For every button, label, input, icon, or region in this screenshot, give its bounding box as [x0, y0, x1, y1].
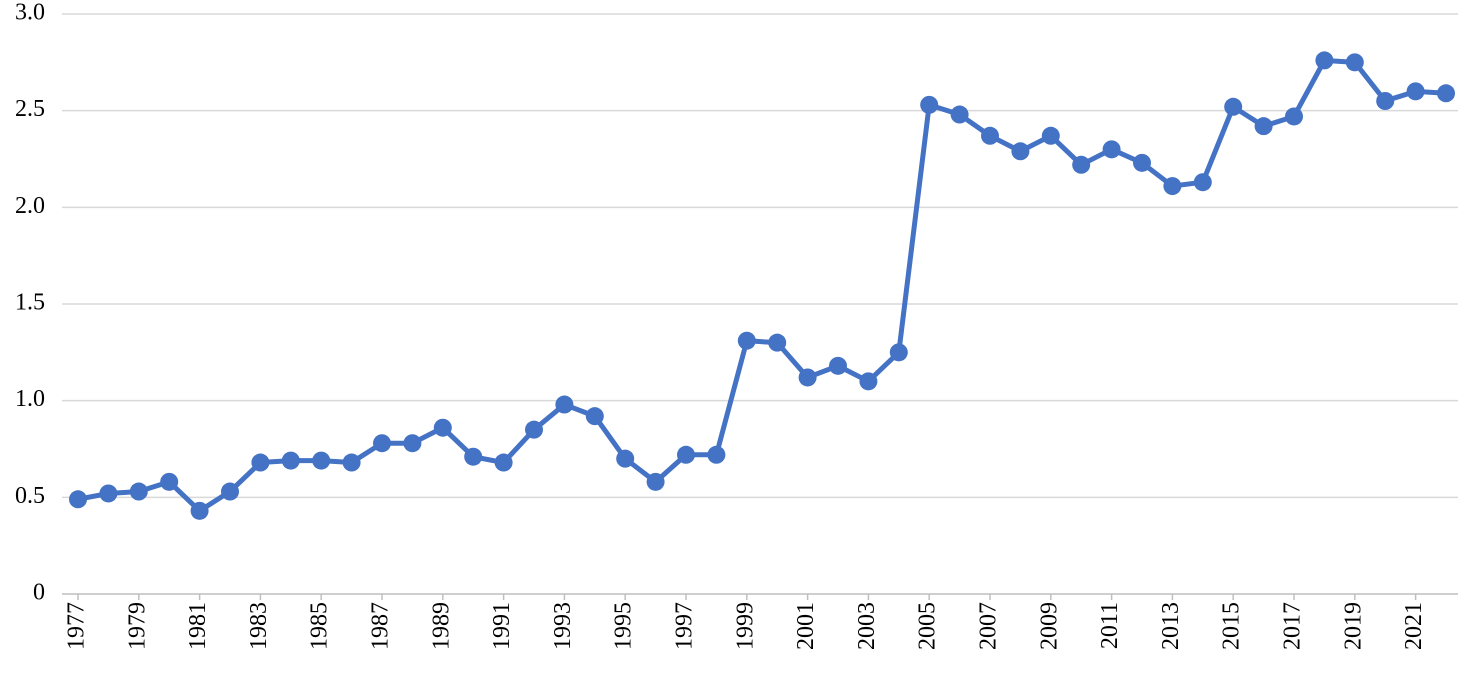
x-tick-label: 1983 [246, 602, 272, 650]
marker [768, 333, 787, 352]
x-tick-label: 2007 [976, 602, 1002, 650]
marker [160, 472, 179, 491]
marker [555, 395, 574, 414]
marker [129, 482, 148, 501]
x-tick-label: 2013 [1158, 602, 1184, 650]
x-tick-label: 2019 [1340, 602, 1366, 650]
x-tick-label: 1977 [64, 602, 90, 650]
x-tick-label: 2003 [854, 602, 880, 650]
marker [1406, 82, 1425, 101]
y-tick-label: 0.5 [15, 483, 45, 509]
x-tick-label: 1979 [124, 602, 150, 650]
y-tick-label: 1.0 [15, 386, 45, 412]
marker [889, 343, 908, 362]
x-tick-label: 1993 [550, 602, 576, 650]
marker [373, 434, 391, 453]
marker [1376, 92, 1395, 110]
marker [221, 482, 239, 501]
marker [920, 95, 939, 114]
marker [585, 407, 604, 426]
marker [737, 331, 756, 350]
x-tick-label: 2017 [1280, 602, 1306, 650]
marker [1224, 97, 1243, 116]
marker [829, 356, 847, 375]
marker [403, 434, 422, 453]
marker [464, 447, 483, 466]
marker [1072, 155, 1091, 174]
marker [99, 484, 118, 503]
x-tick-label: 1987 [368, 602, 394, 650]
y-tick-label: 2.5 [15, 96, 45, 122]
x-tick-label: 2015 [1219, 602, 1245, 650]
x-tick-label: 1981 [185, 602, 211, 650]
marker [859, 372, 878, 391]
marker [1193, 173, 1212, 192]
marker [281, 451, 300, 470]
marker [1437, 84, 1455, 103]
marker [494, 453, 513, 472]
line [77, 57, 1447, 514]
x-tick-label: 1985 [307, 602, 333, 650]
marker [646, 472, 665, 491]
x-tick-label: 2011 [1097, 602, 1123, 649]
marker [1254, 117, 1273, 136]
marker [616, 449, 635, 468]
marker [1285, 107, 1303, 126]
marker [1011, 142, 1030, 161]
marker [1133, 153, 1151, 172]
y-tick-label: 3.0 [15, 0, 45, 26]
marker [525, 420, 543, 439]
marker [433, 418, 452, 437]
y-tick-label: 1.5 [15, 290, 45, 316]
x-tick-label: 2009 [1036, 602, 1062, 650]
x-tick-label: 1999 [732, 602, 758, 650]
marker [1102, 140, 1121, 159]
marker [950, 105, 969, 124]
x-tick-label: 2001 [793, 602, 819, 650]
marker [69, 490, 87, 509]
x-tick-label: 2021 [1401, 602, 1427, 650]
y-tick-label: 0 [33, 580, 45, 606]
x-tick-label: 1991 [489, 602, 515, 650]
marker [342, 453, 361, 472]
marker [981, 126, 999, 145]
x-tick-label: 1995 [611, 602, 637, 650]
marker [190, 501, 209, 520]
marker [1041, 126, 1060, 145]
marker [1315, 51, 1334, 70]
marker [707, 445, 726, 464]
marker [677, 445, 695, 464]
marker [1345, 53, 1364, 72]
marker [1163, 177, 1182, 196]
x-tick-label: 1997 [672, 602, 698, 650]
y-tick-label: 2.0 [15, 193, 45, 219]
x-tick-label: 2005 [915, 602, 941, 650]
marker [798, 368, 817, 387]
x-tick-label: 1989 [428, 602, 454, 650]
marker [251, 453, 270, 472]
marker [312, 451, 331, 470]
